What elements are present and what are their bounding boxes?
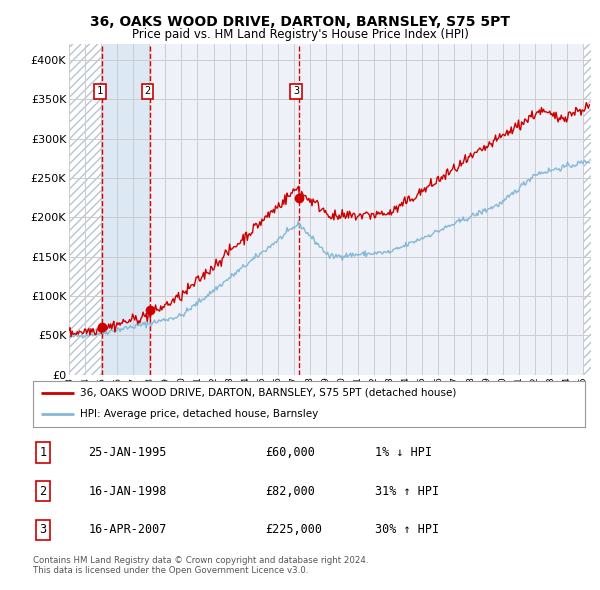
Text: 16-APR-2007: 16-APR-2007 [88,523,167,536]
Text: This data is licensed under the Open Government Licence v3.0.: This data is licensed under the Open Gov… [33,566,308,575]
Bar [102,44,150,375]
Text: 25-JAN-1995: 25-JAN-1995 [88,446,167,459]
Text: HPI: Average price, detached house, Barnsley: HPI: Average price, detached house, Barn… [80,409,318,419]
Text: £60,000: £60,000 [265,446,315,459]
Text: 36, OAKS WOOD DRIVE, DARTON, BARNSLEY, S75 5PT: 36, OAKS WOOD DRIVE, DARTON, BARNSLEY, S… [90,15,510,29]
Text: 2: 2 [40,484,46,498]
Text: 1: 1 [97,87,103,96]
Text: 1% ↓ HPI: 1% ↓ HPI [375,446,432,459]
Text: 36, OAKS WOOD DRIVE, DARTON, BARNSLEY, S75 5PT (detached house): 36, OAKS WOOD DRIVE, DARTON, BARNSLEY, S… [80,388,456,398]
Text: £225,000: £225,000 [265,523,322,536]
Text: Price paid vs. HM Land Registry's House Price Index (HPI): Price paid vs. HM Land Registry's House … [131,28,469,41]
Text: Contains HM Land Registry data © Crown copyright and database right 2024.: Contains HM Land Registry data © Crown c… [33,556,368,565]
Text: 2: 2 [145,87,151,96]
Bar [583,44,591,375]
Bar [69,44,102,375]
Text: 31% ↑ HPI: 31% ↑ HPI [375,484,439,498]
Text: 3: 3 [293,87,299,96]
Text: 1: 1 [40,446,46,459]
Text: 3: 3 [40,523,46,536]
Text: £82,000: £82,000 [265,484,315,498]
Text: 30% ↑ HPI: 30% ↑ HPI [375,523,439,536]
Text: 16-JAN-1998: 16-JAN-1998 [88,484,167,498]
